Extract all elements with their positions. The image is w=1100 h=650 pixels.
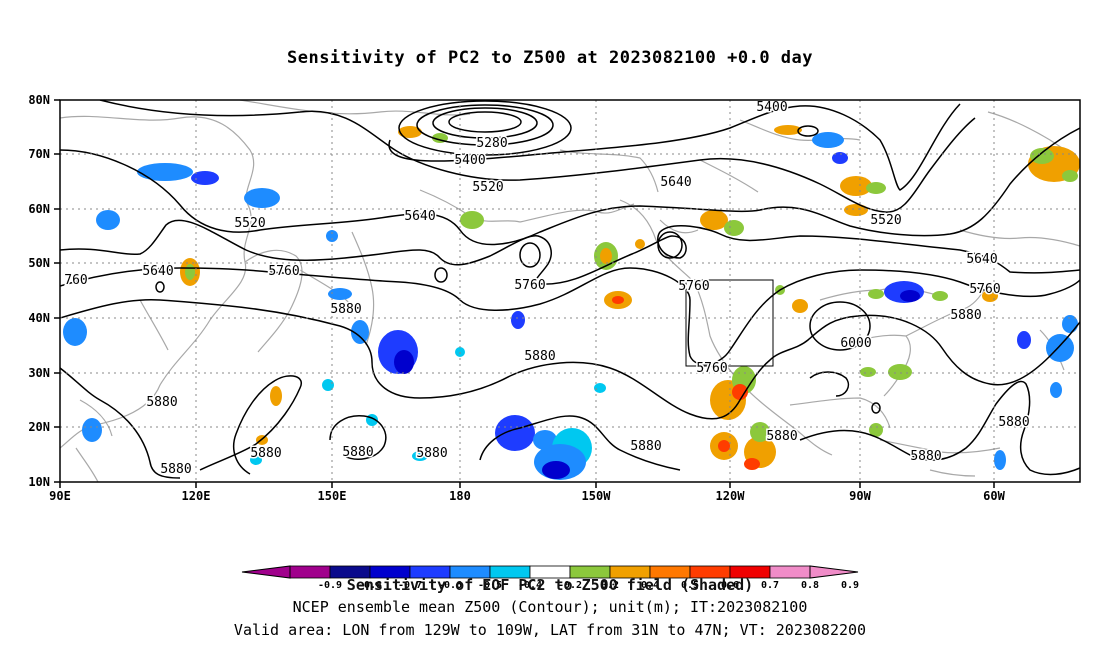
colorbar-max-arrow: [809, 565, 859, 579]
colorbar-label: -0.4: [518, 580, 542, 591]
contour-labels: 5280 5400 5400 5520 5520 5520 5640 5640 …: [63, 99, 1031, 479]
sensitivity-shading: [63, 125, 1080, 480]
lon-label: 180: [449, 489, 471, 503]
colorbar-label: 0.7: [761, 580, 779, 591]
lat-label: 40N: [28, 311, 50, 325]
colorbar-label: -0.8: [358, 580, 382, 591]
colorbar-label: -0.6: [438, 580, 462, 591]
lon-label: 90W: [849, 489, 871, 503]
map-title: Sensitivity of PC2 to Z500 at 2023082100…: [286, 48, 813, 68]
contour-label: 5880: [766, 429, 797, 444]
lat-label: 20N: [28, 420, 50, 434]
contour-label: 5880: [250, 446, 281, 461]
lat-label: 60N: [28, 202, 50, 216]
colorbar-label: -0.2: [558, 580, 582, 591]
contour-label: 5880: [330, 302, 361, 317]
contour-label: 760: [64, 273, 87, 288]
lon-label: 120E: [182, 489, 211, 503]
lon-label: 150E: [318, 489, 347, 503]
lat-label: 80N: [28, 93, 50, 107]
contour-label: 5880: [998, 415, 1029, 430]
footer-valid-area: Valid area: LON from 129W to 109W, LAT f…: [233, 621, 867, 639]
contour-label: 5640: [660, 175, 691, 190]
colorbar-label: -0.5: [478, 580, 502, 591]
contour-label: 5760: [678, 279, 709, 294]
contour-label: 5640: [966, 252, 997, 267]
lon-label: 120W: [716, 489, 746, 503]
contour-label: 5280: [476, 136, 507, 151]
lat-label: 30N: [28, 366, 50, 380]
footer-shading-caption: Sensitivity of EOF PC2 to Z500 field (Sh…: [346, 576, 754, 594]
contour-label: 5880: [910, 449, 941, 464]
longitude-labels: 90E 120E 150E 180 150W 120W 90W 60W: [49, 489, 1005, 503]
colorbar-label: 0.6: [721, 580, 739, 591]
contour-label: 5880: [416, 446, 447, 461]
footer-contour-caption: NCEP ensemble mean Z500 (Contour); unit(…: [292, 598, 808, 616]
latitude-labels: 80N 70N 60N 50N 40N 30N 20N 10N: [28, 93, 50, 489]
colorbar-label: 0.9: [841, 580, 859, 591]
lon-label: 150W: [582, 489, 612, 503]
lat-label: 70N: [28, 147, 50, 161]
contour-label: 5760: [969, 282, 1000, 297]
map-frame: [54, 99, 1081, 488]
contour-label: 5760: [268, 264, 299, 279]
colorbar-label: -0.7: [398, 580, 422, 591]
contour-label: 5760: [696, 361, 727, 376]
contour-label: 6000: [840, 336, 871, 351]
colorbar-min-arrow: [241, 565, 291, 579]
contour-label: 5880: [950, 308, 981, 323]
contour-label: 5880: [524, 349, 555, 364]
colorbar-label: -0.9: [318, 580, 342, 591]
contour-label: 5880: [630, 439, 661, 454]
colorbar: -0.9 -0.8 -0.7 -0.6 -0.5 -0.4 -0.2 0.2 0.4 0.5 0.6…: [241, 565, 859, 591]
lat-label: 10N: [28, 475, 50, 489]
contour-label: 5520: [472, 180, 503, 195]
lon-label: 90E: [49, 489, 71, 503]
colorbar-label: 0.5: [681, 580, 699, 591]
contour-label: 5880: [160, 462, 191, 477]
lon-label: 60W: [983, 489, 1005, 503]
lat-label: 50N: [28, 256, 50, 270]
colorbar-label: 0.2: [601, 580, 619, 591]
contour-label: 5880: [146, 395, 177, 410]
colorbar-label: 0.4: [641, 580, 659, 591]
colorbar-label: 0.8: [801, 580, 819, 591]
contour-label: 5520: [234, 216, 265, 231]
contour-label: 5640: [404, 209, 435, 224]
contour-label: 5880: [342, 445, 373, 460]
contour-label: 5520: [870, 213, 901, 228]
contour-label: 5640: [142, 264, 173, 279]
contour-label: 5760: [514, 278, 545, 293]
z500-contours: [60, 100, 1080, 479]
grid-lines: [60, 100, 1080, 482]
contour-label: 5400: [454, 153, 485, 168]
contour-label: 5400: [756, 100, 787, 115]
